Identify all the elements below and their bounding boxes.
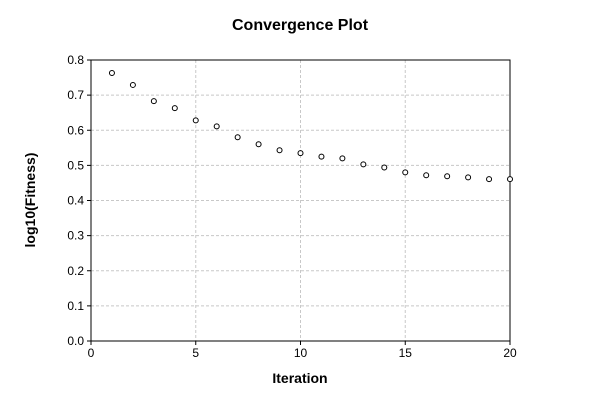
y-tick-label: 0.2 <box>67 264 84 278</box>
data-point <box>402 169 409 176</box>
data-point <box>150 98 157 105</box>
data-points <box>108 69 513 183</box>
chart-title: Convergence Plot <box>232 17 369 34</box>
data-point <box>255 141 262 148</box>
y-tick-label: 0.6 <box>67 123 84 137</box>
y-tick-label: 0.8 <box>67 53 84 67</box>
y-tick-labels: 0.0 0.1 0.2 0.3 0.4 0.5 0.6 0.7 0.8 <box>67 53 84 348</box>
y-tick-label: 0.3 <box>67 229 84 243</box>
data-point <box>108 69 115 76</box>
data-point <box>297 150 304 157</box>
y-tick-label: 0.1 <box>67 299 84 313</box>
x-tick-label: 15 <box>399 346 413 360</box>
data-point <box>192 117 199 124</box>
data-point <box>171 105 178 112</box>
y-tick-label: 0.0 <box>67 334 84 348</box>
y-tick-label: 0.4 <box>67 194 84 208</box>
data-point <box>318 153 325 160</box>
x-tick-label: 5 <box>192 346 199 360</box>
data-point <box>213 123 220 130</box>
data-point <box>423 172 430 179</box>
data-point <box>234 134 241 141</box>
x-tick-labels: 0 5 10 15 20 <box>88 346 517 360</box>
data-point <box>444 173 451 180</box>
data-point <box>381 164 388 171</box>
data-point <box>507 176 513 183</box>
data-point <box>465 174 472 181</box>
y-tick-label: 0.7 <box>67 88 84 102</box>
x-tick-label: 10 <box>294 346 308 360</box>
data-point <box>486 176 493 183</box>
data-point <box>276 147 283 154</box>
axis-ticks <box>87 59 511 345</box>
y-tick-label: 0.5 <box>67 158 84 172</box>
y-axis-label: log10(Fitness) <box>22 153 38 248</box>
data-point <box>360 161 367 168</box>
data-point <box>339 155 346 162</box>
x-axis-label: Iteration <box>272 370 327 386</box>
data-point <box>129 81 136 88</box>
x-tick-label: 20 <box>503 346 517 360</box>
x-tick-label: 0 <box>88 346 95 360</box>
